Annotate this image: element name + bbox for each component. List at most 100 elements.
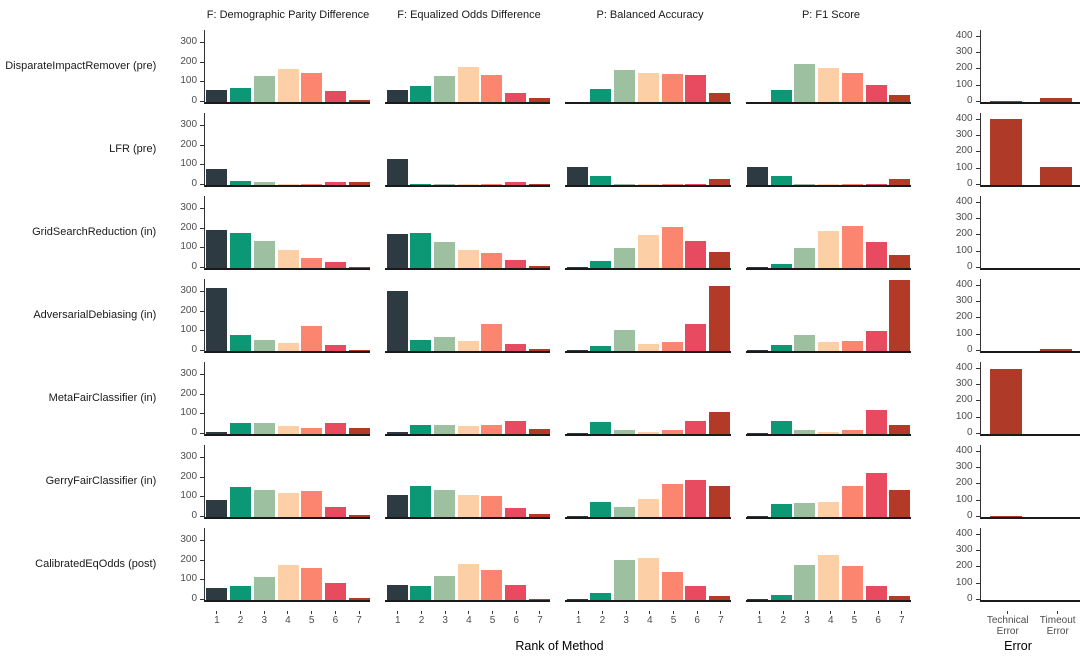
- bar-rank-6: [324, 344, 346, 351]
- row-label: LFR (pre): [109, 143, 157, 155]
- bar-rank-3: [794, 64, 816, 102]
- x-tick-label: 1: [748, 611, 772, 637]
- bar-rank-5: [661, 184, 683, 185]
- y-tick-mark: [975, 533, 980, 535]
- x-tick-mark: [334, 611, 336, 614]
- y-tick-mark: [200, 207, 205, 209]
- y-tick-label: 300: [180, 35, 198, 47]
- bar-rank-7: [709, 179, 731, 185]
- x-tick-mark: [1007, 611, 1009, 614]
- x-tick-text: 2: [418, 615, 425, 626]
- bar-rank-6: [685, 324, 707, 351]
- facet-rows-container: DisparateImpactRemover (pre) 300 200 100 0 40…: [0, 30, 1080, 611]
- bar-rank-3: [253, 422, 275, 434]
- bar-rank-1: [206, 169, 228, 185]
- y-tick-mark: [975, 549, 980, 551]
- bar-rank-4: [637, 184, 659, 185]
- panel-f1: [745, 279, 911, 353]
- bar-rank-1: [386, 584, 408, 600]
- bar-rank-4: [277, 564, 299, 600]
- bar-rank-3: [253, 577, 275, 600]
- y-tick-mark: [200, 599, 205, 600]
- y-tick-mark: [200, 227, 205, 229]
- bar-rank-7: [889, 178, 911, 185]
- x-tick-text: 7: [718, 615, 724, 626]
- y-tick-label: 200: [955, 560, 973, 572]
- y-tick-mark: [200, 393, 205, 395]
- bar-rank-5: [841, 225, 863, 268]
- y-tick-label: 300: [180, 201, 198, 213]
- x-tick-mark: [759, 611, 761, 614]
- bar-rank-2: [770, 176, 792, 185]
- bar-rank-2: [590, 261, 612, 268]
- bar-rank-3: [253, 490, 275, 517]
- bar-rank-5: [841, 566, 863, 600]
- error-bar-technical: [989, 119, 1022, 185]
- y-tick-mark: [975, 167, 980, 169]
- bar-rank-5: [301, 491, 323, 517]
- x-tick-mark: [877, 611, 879, 614]
- x-tick-label: 6: [504, 611, 528, 637]
- y-tick-mark: [975, 35, 980, 37]
- bar-rank-2: [230, 233, 252, 268]
- x-tick-label: 1: [567, 611, 591, 637]
- panel-eod: [385, 279, 551, 353]
- y-tick-mark: [975, 234, 980, 236]
- bar-rank-1: [566, 433, 588, 434]
- x-tick-text: Technical: [986, 615, 1029, 626]
- bar-rank-1: [566, 267, 588, 268]
- x-tick-text: 5: [308, 615, 315, 626]
- x-tick-text: 3: [442, 615, 448, 626]
- y-tick-label: 0: [966, 95, 973, 106]
- panel-eod: [385, 528, 551, 602]
- y-tick-label: 300: [955, 377, 973, 389]
- y-axis-main: 300 200 100 0: [164, 279, 205, 355]
- bar-rank-6: [865, 331, 887, 351]
- y-tick-mark: [200, 539, 205, 541]
- bar-rank-3: [614, 430, 636, 434]
- x-tick-label: 6: [685, 611, 709, 637]
- bar-rank-1: [746, 516, 768, 517]
- panel-ba: [565, 113, 731, 187]
- x-tick-mark: [830, 611, 832, 614]
- panel-dpd: [204, 445, 371, 519]
- y-axis-error: 400 300 200 100 0: [940, 445, 980, 521]
- bar-rank-6: [505, 421, 527, 434]
- y-tick-label: 0: [191, 344, 198, 355]
- y-tick-mark: [200, 267, 205, 268]
- bar-rank-7: [709, 485, 731, 517]
- y-tick-label: 0: [966, 510, 973, 521]
- row-label: MetaFairClassifier (in): [48, 392, 157, 404]
- bar-rank-5: [841, 430, 863, 434]
- bar-rank-2: [230, 423, 252, 434]
- bar-rank-3: [434, 76, 455, 102]
- x-tick-text: 5: [489, 615, 496, 626]
- x-tick-text: Timeout: [1039, 615, 1076, 626]
- y-tick-label: 100: [180, 241, 198, 253]
- bar-rank-7: [348, 267, 370, 268]
- y-tick-mark: [200, 413, 205, 415]
- y-tick-label: 200: [180, 304, 198, 316]
- facet-header-balanced-accuracy: P: Balanced Accuracy: [596, 9, 704, 21]
- x-tick-label: 1: [386, 611, 410, 637]
- y-tick-label: 200: [955, 62, 973, 74]
- y-tick-mark: [975, 450, 980, 452]
- bar-rank-7: [348, 427, 370, 434]
- bar-rank-2: [230, 181, 252, 185]
- y-tick-label: 0: [191, 178, 198, 189]
- x-tick-mark: [515, 611, 517, 614]
- y-tick-mark: [975, 151, 980, 153]
- x-tick-label: 5: [843, 611, 867, 637]
- y-tick-label: 400: [955, 195, 973, 207]
- panel-f1: [745, 362, 911, 436]
- bar-rank-7: [709, 285, 731, 351]
- bar-rank-1: [386, 89, 408, 102]
- bar-rank-3: [614, 248, 636, 268]
- x-tick-mark: [649, 611, 651, 614]
- bar-rank-4: [457, 494, 479, 517]
- y-tick-mark: [200, 124, 205, 126]
- bar-rank-7: [528, 599, 550, 600]
- x-tick-text: 6: [875, 615, 881, 626]
- bar-rank-6: [324, 182, 346, 185]
